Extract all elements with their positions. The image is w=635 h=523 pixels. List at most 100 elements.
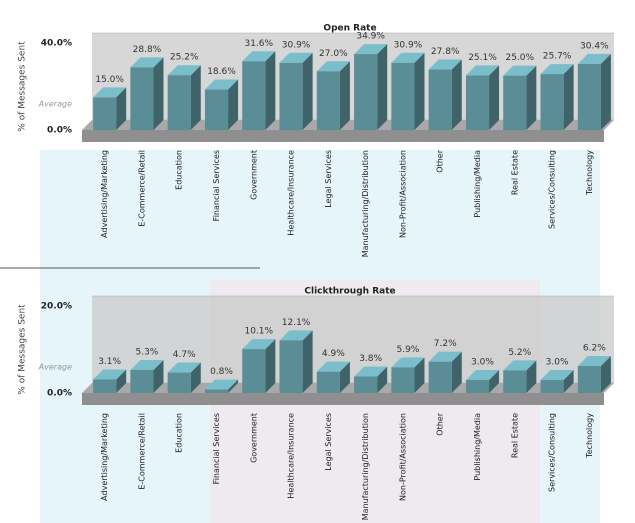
x-tick-label: Publishing/Media <box>473 413 482 481</box>
bar-top <box>354 44 388 55</box>
bar <box>391 62 415 131</box>
bar-side <box>563 369 574 393</box>
bar <box>279 62 303 131</box>
bar-top <box>242 339 276 350</box>
bar-side <box>302 52 313 131</box>
bar <box>540 379 564 393</box>
value-label: 30.4% <box>580 41 609 51</box>
bar-top <box>279 330 313 341</box>
x-tick-label: Healthcare/Insurance <box>287 150 296 236</box>
bar-side <box>526 65 537 130</box>
y-tick-label: 0.0% <box>47 126 72 136</box>
x-tick-label: Financial Services <box>212 150 221 221</box>
value-label: 31.6% <box>244 39 273 49</box>
y-axis-label: % of Messages Sent <box>18 41 28 132</box>
bar-top <box>354 366 388 377</box>
bar-top <box>428 351 462 362</box>
value-label: 7.2% <box>434 339 457 349</box>
x-tick-label: Government <box>249 413 258 463</box>
bar-side <box>153 359 164 393</box>
value-label: 0.8% <box>210 367 233 377</box>
x-tick-label: Legal Services <box>324 150 333 208</box>
bar-side <box>414 357 425 393</box>
bar-top <box>316 361 350 372</box>
value-label: 25.0% <box>505 53 534 63</box>
value-label: 27.0% <box>319 49 348 59</box>
bar <box>465 379 490 393</box>
bar-top <box>540 64 574 75</box>
value-label: 3.1% <box>98 357 121 367</box>
annotation: Average <box>38 99 72 108</box>
x-tick-label: Legal Services <box>324 413 333 471</box>
annotation: Average <box>38 362 72 371</box>
bar <box>93 379 117 393</box>
bar <box>428 361 452 393</box>
x-tick-label: Government <box>249 150 258 200</box>
value-label: 25.7% <box>543 52 572 62</box>
bar <box>204 389 229 393</box>
bar-side <box>489 369 500 393</box>
bar <box>204 89 229 130</box>
bar-top <box>167 362 201 373</box>
x-tick-label: Non-Profit/Association <box>398 413 407 501</box>
y-axis-label: % of Messages Sent <box>18 304 28 395</box>
bar <box>130 369 154 393</box>
x-tick-label: E-Commerce/Retail <box>137 413 146 490</box>
floor-edge <box>82 130 604 142</box>
bar-side <box>228 379 239 393</box>
bar-side <box>377 44 388 130</box>
bar <box>242 61 266 130</box>
bar-top <box>279 52 313 63</box>
bar-side <box>414 52 425 131</box>
value-label: 28.8% <box>133 45 162 55</box>
bar <box>503 75 527 130</box>
value-label: 12.1% <box>282 318 311 328</box>
x-tick-label: Healthcare/Insurance <box>287 413 296 499</box>
value-label: 5.2% <box>508 348 531 358</box>
bar <box>316 371 340 393</box>
bar <box>316 71 340 130</box>
value-label: 18.6% <box>207 67 236 77</box>
value-label: 4.9% <box>322 349 345 359</box>
bar-side <box>600 356 611 393</box>
y-tick-label: 0.0% <box>47 389 72 399</box>
bar-side <box>339 61 350 130</box>
x-tick-label: Other <box>436 149 445 172</box>
value-label: 4.7% <box>173 350 196 360</box>
bar-top <box>167 65 201 76</box>
bar <box>354 54 378 130</box>
bar-side <box>228 79 239 130</box>
bar-side <box>302 330 313 393</box>
floor-edge <box>82 393 604 405</box>
bar-top <box>540 369 574 380</box>
value-label: 25.1% <box>468 53 497 63</box>
bar-top <box>503 65 537 76</box>
bar-top <box>503 360 537 371</box>
bar-side <box>116 87 127 130</box>
bar-side <box>265 339 276 393</box>
bar <box>167 372 191 393</box>
value-label: 5.3% <box>135 347 158 357</box>
bar <box>503 370 527 393</box>
value-label: 25.2% <box>170 53 199 63</box>
x-tick-label: Real Estate <box>510 413 519 458</box>
bar-side <box>489 65 500 130</box>
chart-title: Open Rate <box>323 24 376 34</box>
bar <box>428 69 452 130</box>
bar-side <box>600 53 611 130</box>
value-label: 10.1% <box>244 327 273 337</box>
x-tick-label: Advertising/Marketing <box>100 150 109 238</box>
bar <box>577 366 601 393</box>
bar-top <box>130 359 164 370</box>
bar-side <box>526 360 537 393</box>
y-tick-label: 20.0% <box>41 302 72 312</box>
bar <box>465 75 490 130</box>
x-tick-label: Publishing/Media <box>473 150 482 218</box>
x-tick-label: Services/Consulting <box>548 150 557 229</box>
value-label: 30.9% <box>394 40 423 50</box>
bar-side <box>265 51 276 130</box>
value-label: 3.0% <box>546 357 569 367</box>
bar-top <box>204 379 239 390</box>
value-label: 6.2% <box>583 344 606 354</box>
